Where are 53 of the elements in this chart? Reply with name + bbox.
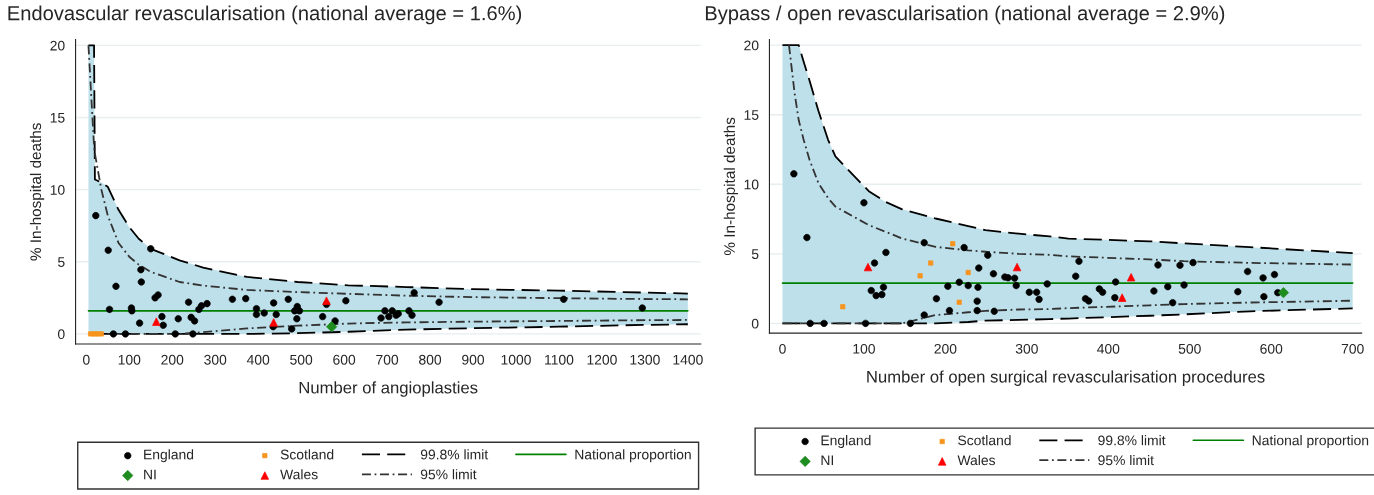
x-tick-label: 1400 <box>673 354 703 365</box>
x-tick-label: 0 <box>779 343 786 354</box>
legend-label: 95% limit <box>420 469 477 480</box>
x-tick-label: 800 <box>419 354 442 365</box>
y-tick-label: 10 <box>50 184 65 195</box>
x-tick-label: 1000 <box>501 354 531 365</box>
y-tick-label: 0 <box>57 329 65 340</box>
chart-title: Endovascular revascularisation (national average = 1.6%) <box>8 5 522 25</box>
y-axis-title: % In-hospital deaths <box>723 117 739 256</box>
y-tick-label: 5 <box>751 249 759 260</box>
legend-label: National proportion <box>1252 435 1369 449</box>
x-tick-label: 1100 <box>545 354 574 365</box>
x-tick-label: 200 <box>934 343 957 354</box>
legend-label: England <box>144 449 194 463</box>
legend-label: Wales <box>957 454 996 466</box>
x-tick-label: 1300 <box>630 354 660 365</box>
legend-label: Scotland <box>958 435 1011 446</box>
x-tick-label: 300 <box>1015 343 1038 354</box>
x-tick-label: 600 <box>1260 343 1283 354</box>
x-tick-label: 500 <box>290 354 313 365</box>
y-axis-title: % In-hospital deaths <box>29 123 45 261</box>
y-tick-label: 15 <box>744 110 759 120</box>
x-tick-label: 400 <box>1097 343 1120 354</box>
legend-label: 99.8% limit <box>420 449 489 460</box>
legend-label: NI <box>821 455 833 466</box>
x-tick-label: 700 <box>1341 343 1364 354</box>
legend-label: NI <box>144 469 156 480</box>
y-tick-label: 20 <box>744 40 759 51</box>
x-tick-label: 700 <box>376 354 399 365</box>
legend-label: Wales <box>280 469 318 480</box>
x-tick-label: 600 <box>333 354 356 365</box>
legend-label: Scotland <box>280 449 334 460</box>
x-tick-label: 900 <box>462 354 485 365</box>
x-tick-label: 0 <box>82 354 90 365</box>
y-tick-label: 15 <box>50 112 65 123</box>
x-tick-label: 100 <box>853 343 875 354</box>
y-tick-label: 10 <box>744 179 759 190</box>
x-tick-label: 300 <box>204 354 227 365</box>
legend-label: England <box>821 435 871 449</box>
x-tick-label: 400 <box>246 354 270 365</box>
x-tick-label: 100 <box>118 354 141 365</box>
x-tick-label: 1200 <box>587 354 617 365</box>
x-tick-label: 500 <box>1178 343 1201 354</box>
legend-label: 99.8% limit <box>1098 435 1166 446</box>
legend-label: National proportion <box>575 449 691 463</box>
x-axis-title: Number of angioplasties <box>299 381 478 397</box>
x-axis-title: Number of open surgical revascularisation procedures <box>867 370 1265 386</box>
y-tick-label: 5 <box>57 257 65 267</box>
legend-label: 95% limit <box>1098 454 1154 466</box>
y-tick-label: 20 <box>50 40 65 51</box>
chart-title: Bypass / open revascularisation (national average = 2.9%) <box>705 5 1225 25</box>
x-tick-label: 200 <box>161 354 184 365</box>
y-tick-label: 0 <box>751 318 759 329</box>
